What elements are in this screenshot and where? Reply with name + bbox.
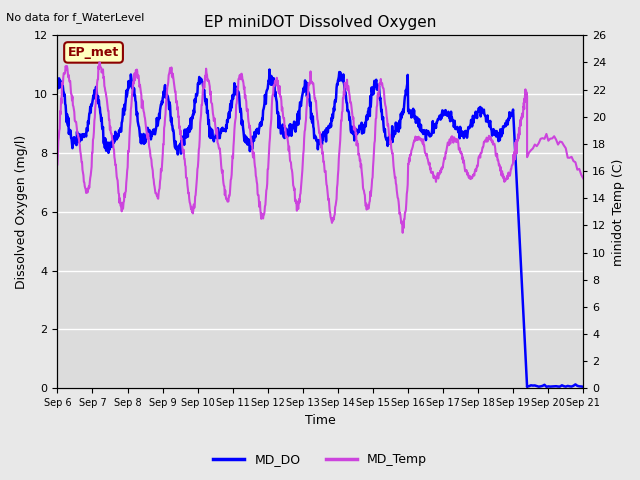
MD_DO (393, 128, 401, 133)
MD_DO (579, 384, 587, 390)
MD_DO (54, 83, 61, 89)
MD_Temp (194, 164, 202, 170)
Y-axis label: minidot Temp (C): minidot Temp (C) (612, 158, 625, 265)
MD_DO (420, 128, 428, 134)
MD_Temp (399, 230, 406, 236)
MD_Temp (95, 60, 103, 65)
MD_DO (262, 98, 269, 104)
MD_DO (524, 384, 531, 390)
MD_Temp (579, 175, 587, 181)
MD_DO (266, 67, 273, 72)
MD_DO (119, 114, 127, 120)
MD_Temp (477, 150, 485, 156)
MD_DO (193, 90, 201, 96)
Line: MD_Temp: MD_Temp (58, 62, 583, 233)
MD_Temp (421, 150, 429, 156)
Text: No data for f_WaterLevel: No data for f_WaterLevel (6, 12, 145, 23)
MD_Temp (54, 162, 61, 168)
Legend: MD_DO, MD_Temp: MD_DO, MD_Temp (208, 448, 432, 471)
X-axis label: Time: Time (305, 414, 335, 427)
Line: MD_DO: MD_DO (58, 70, 583, 387)
Text: EP_met: EP_met (68, 46, 119, 59)
MD_DO (477, 110, 485, 116)
Title: EP miniDOT Dissolved Oxygen: EP miniDOT Dissolved Oxygen (204, 15, 436, 30)
Y-axis label: Dissolved Oxygen (mg/l): Dissolved Oxygen (mg/l) (15, 135, 28, 289)
MD_Temp (119, 205, 127, 211)
MD_Temp (393, 188, 401, 193)
MD_Temp (262, 194, 269, 200)
